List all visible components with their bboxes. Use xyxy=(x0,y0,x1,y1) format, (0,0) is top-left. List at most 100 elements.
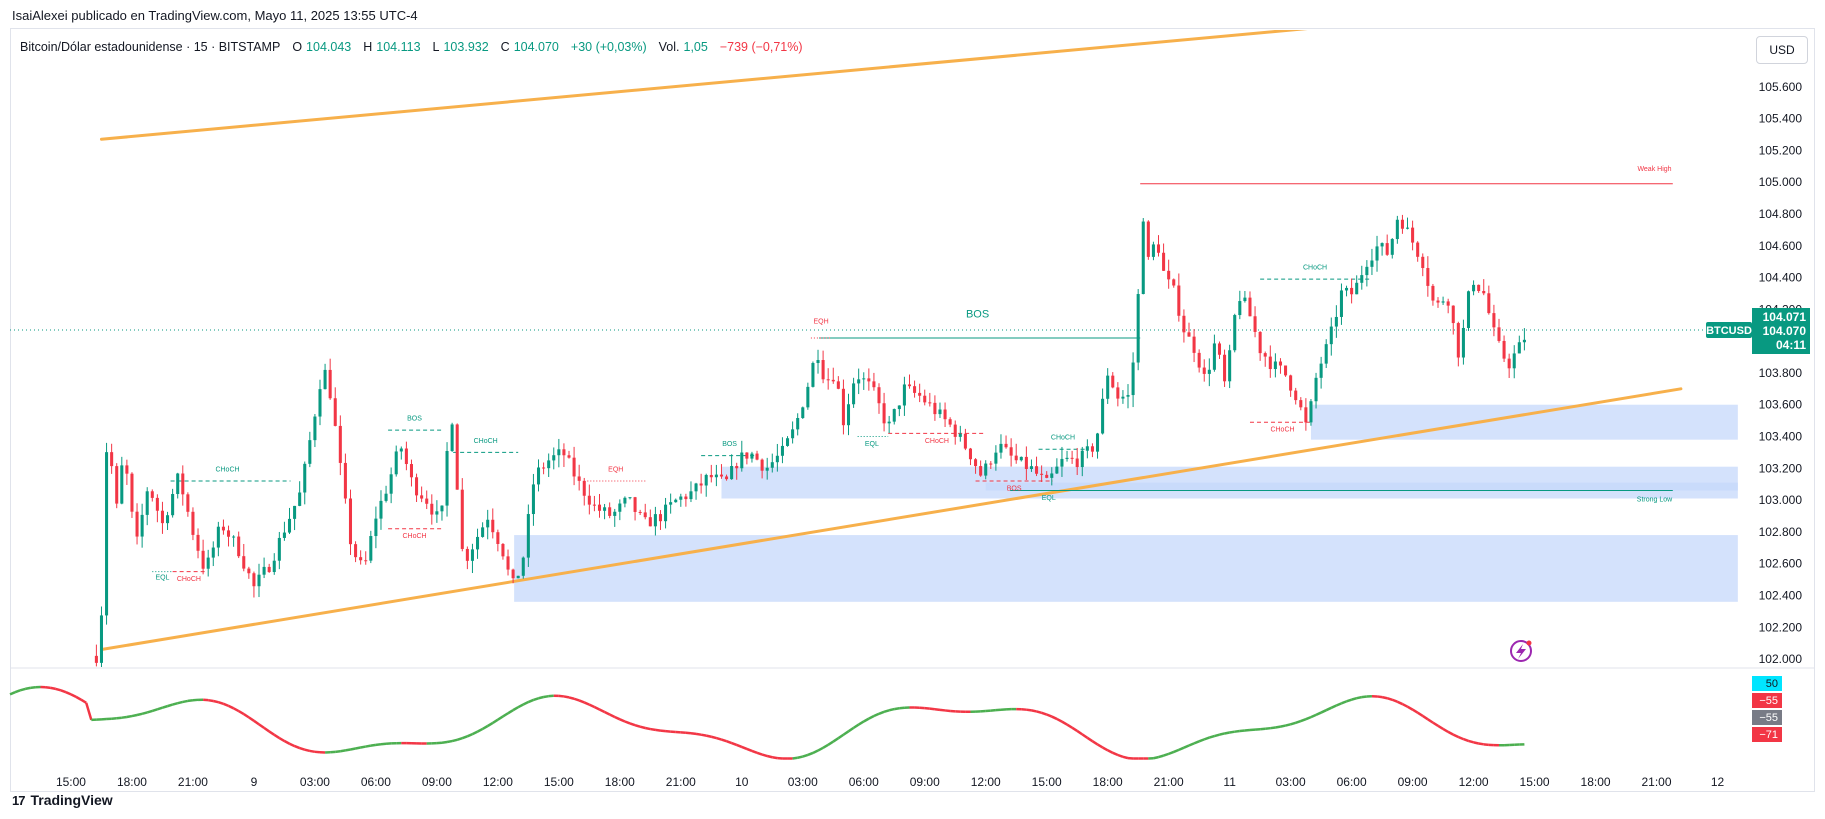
candle-body xyxy=(735,465,739,469)
oscillator-segment xyxy=(695,732,702,736)
candle-body xyxy=(338,425,342,463)
candle-body xyxy=(323,369,327,390)
candle xyxy=(496,529,500,552)
currency-button[interactable]: USD xyxy=(1756,36,1808,64)
oscillator-segment xyxy=(1280,724,1286,728)
oscillator-tag-text: 50 xyxy=(1766,678,1778,690)
candle xyxy=(506,549,510,576)
candle-body xyxy=(1192,336,1196,353)
candle-body xyxy=(984,463,988,476)
candle-body xyxy=(364,560,368,562)
candle xyxy=(399,446,403,460)
candle xyxy=(409,459,413,487)
candle-body xyxy=(1035,466,1039,474)
candle xyxy=(293,505,297,531)
candle xyxy=(1512,345,1516,379)
candle xyxy=(735,462,739,480)
close-label: C xyxy=(500,40,510,54)
oscillator-segment xyxy=(50,686,56,691)
candle xyxy=(623,496,627,508)
candle-body xyxy=(343,462,347,499)
candle xyxy=(714,464,718,487)
candle xyxy=(160,501,164,534)
structure-level-label: EQL xyxy=(155,575,169,582)
candle-body xyxy=(933,402,937,415)
candle xyxy=(740,440,744,472)
candle xyxy=(211,541,215,567)
candle xyxy=(1217,341,1222,359)
candle xyxy=(608,502,612,519)
candle xyxy=(628,497,632,500)
oscillator-segment xyxy=(476,727,484,733)
candle xyxy=(1121,390,1125,404)
candle xyxy=(1395,215,1399,244)
candle xyxy=(1375,235,1379,272)
candle xyxy=(1080,446,1084,477)
oscillator-segment xyxy=(1300,718,1307,723)
candle-body xyxy=(613,511,617,516)
candle-body xyxy=(1273,361,1277,370)
candle-body xyxy=(145,491,149,515)
candle xyxy=(679,493,683,507)
oscillator-segment xyxy=(1076,729,1083,736)
candle-body xyxy=(1162,252,1166,271)
candle-body xyxy=(1065,457,1069,459)
candle-body xyxy=(989,463,993,465)
volume-value: 1,05 xyxy=(683,40,708,54)
candle-body xyxy=(674,499,678,503)
oscillator-segment xyxy=(233,707,240,713)
candle-body xyxy=(1345,287,1349,291)
candle xyxy=(1411,220,1415,251)
candle-body xyxy=(1299,400,1303,408)
candle xyxy=(877,383,881,414)
oscillator-segment xyxy=(1036,710,1042,715)
candle-body xyxy=(1329,326,1333,345)
candle xyxy=(1482,279,1486,296)
candle-body xyxy=(1004,443,1008,448)
candle xyxy=(709,464,713,483)
oscillator-segment xyxy=(1183,744,1190,749)
candle xyxy=(415,473,419,502)
structure-level-label: Strong Low xyxy=(1637,497,1673,504)
candle-body xyxy=(811,363,815,387)
candle xyxy=(450,422,454,452)
candle xyxy=(1212,334,1216,372)
candle-body xyxy=(328,369,332,399)
candle xyxy=(638,509,642,516)
candle-body xyxy=(1436,300,1440,303)
candle xyxy=(1324,339,1328,369)
candle-body xyxy=(1116,387,1120,399)
oscillator-segment xyxy=(14,689,21,694)
candle-body xyxy=(531,484,535,515)
candle-body xyxy=(160,510,164,524)
candle-body xyxy=(689,491,693,500)
symbol-title[interactable]: Bitcoin/Dólar estadounidense · 15 · BITS… xyxy=(20,40,281,54)
candle xyxy=(282,521,286,541)
oscillator-segment xyxy=(1229,730,1235,734)
oscillator-segment xyxy=(446,739,453,744)
candle xyxy=(145,487,149,526)
oscillator-segment xyxy=(527,698,534,704)
oscillator-segment xyxy=(1356,695,1363,700)
oscillator-segment xyxy=(1239,729,1246,733)
candle-body xyxy=(852,383,856,405)
candle-body xyxy=(1014,455,1018,461)
candle xyxy=(511,568,515,584)
candle-body xyxy=(725,476,729,480)
candle-body xyxy=(384,493,388,501)
candle xyxy=(1472,280,1476,296)
oscillator-segment xyxy=(1351,697,1358,701)
candle-body xyxy=(1101,398,1105,434)
candle xyxy=(155,494,159,523)
oscillator-segment xyxy=(309,749,316,754)
candle-body xyxy=(135,511,139,537)
candle-body xyxy=(658,514,663,522)
oscillator-segment xyxy=(517,703,524,709)
candle xyxy=(770,453,774,473)
candle xyxy=(313,413,317,448)
time-axis-label: 18:00 xyxy=(605,775,635,789)
candle xyxy=(186,492,190,517)
candle-body xyxy=(846,404,851,426)
candle-body xyxy=(1380,243,1384,247)
